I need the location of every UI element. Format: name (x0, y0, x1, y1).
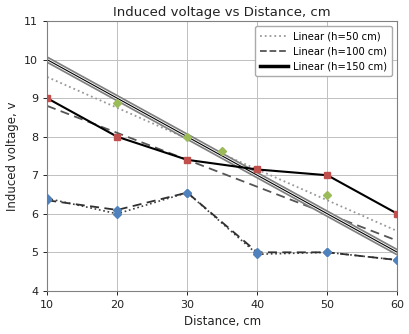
Legend: Linear (h=50 cm), Linear (h=100 cm), Linear (h=150 cm): Linear (h=50 cm), Linear (h=100 cm), Lin… (255, 26, 391, 76)
X-axis label: Distance, cm: Distance, cm (183, 315, 260, 328)
Y-axis label: Induced voltage, v: Induced voltage, v (6, 101, 18, 211)
Title: Induced voltage vs Distance, cm: Induced voltage vs Distance, cm (113, 6, 330, 19)
